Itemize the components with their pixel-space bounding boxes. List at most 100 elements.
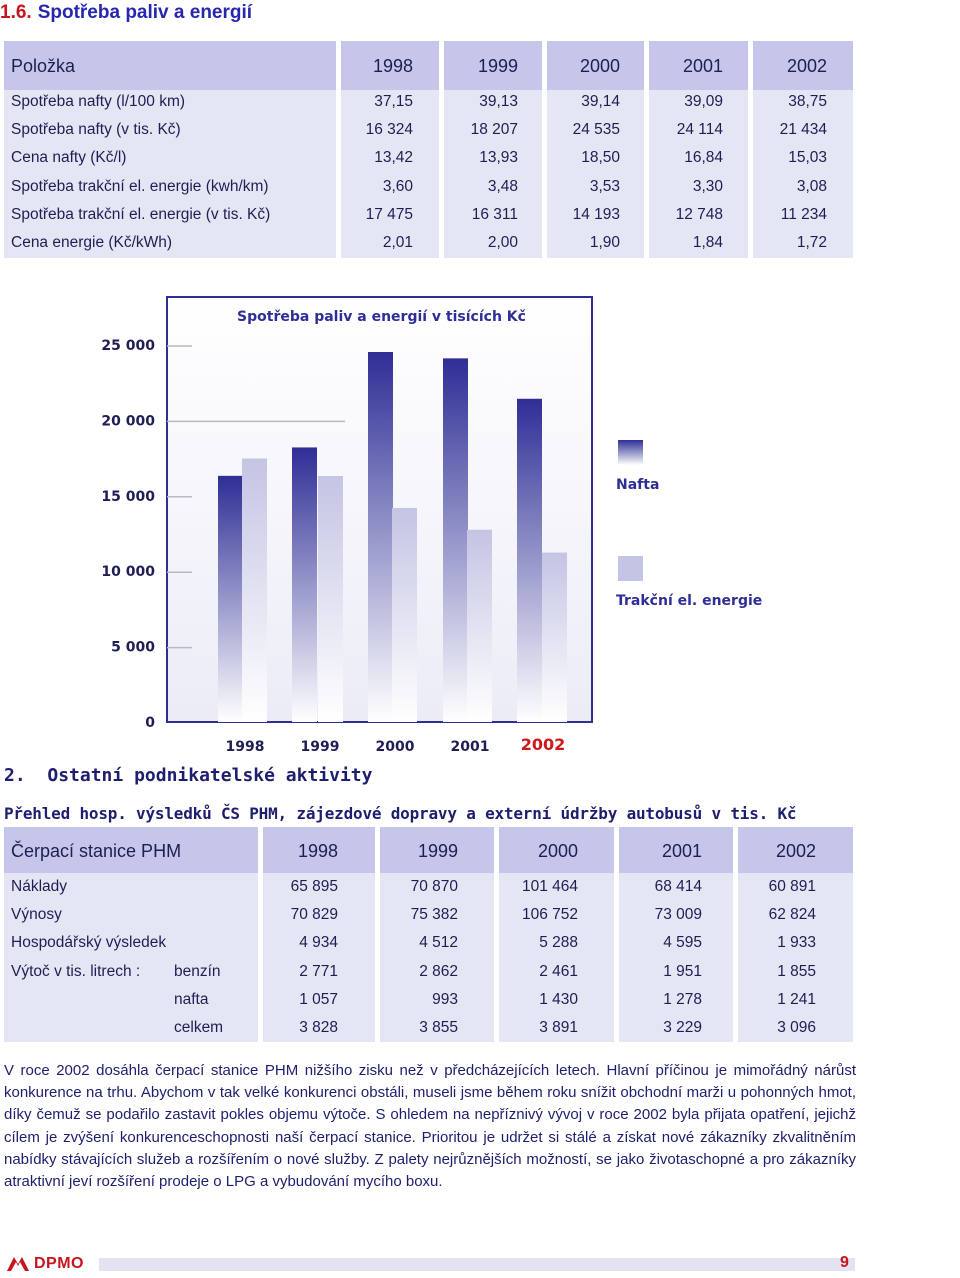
table1-column-divider — [644, 41, 649, 258]
table2-row-label: Výnosy — [11, 906, 62, 924]
table1-cell: 3,48 — [487, 177, 518, 195]
bar-trakcni-energie — [392, 507, 417, 722]
y-tick-label: 5 000 — [111, 640, 155, 656]
y-tick-label: 15 000 — [101, 489, 155, 505]
table2-cell: 3 096 — [777, 1019, 816, 1036]
table1-header-year: 2000 — [579, 56, 620, 76]
table1-cell: 39,09 — [684, 93, 723, 110]
table1-cell: 39,14 — [581, 93, 620, 110]
table1-row-label: Cena nafty (Kč/l) — [11, 149, 127, 167]
y-tick-label: 0 — [145, 715, 155, 731]
table1-cell: 38,75 — [788, 93, 827, 110]
table1-cell: 39,13 — [479, 93, 518, 110]
x-tick-label: 2000 — [376, 739, 415, 755]
table2-cell: 62 824 — [768, 906, 816, 924]
table2-header-year: 2000 — [537, 841, 578, 861]
table2-cell: 70 829 — [290, 906, 338, 924]
table2-row-label: Náklady — [11, 878, 67, 895]
legend-label-trakcni: Trakční el. energie — [616, 593, 762, 609]
table2-column-divider — [733, 827, 738, 1042]
table1-cell: 14 193 — [572, 205, 620, 223]
table1-cell: 1,90 — [589, 234, 620, 251]
table2-cell: 106 752 — [521, 906, 578, 924]
table2-row-sublabel: benzín — [174, 962, 221, 980]
bar-trakcni-energie — [542, 552, 567, 722]
table2-cell: 2 461 — [539, 962, 578, 980]
table1-cell: 21 434 — [779, 121, 827, 139]
table1-cell: 1,72 — [796, 234, 827, 251]
table1-row-label: Spotřeba nafty (l/100 km) — [11, 93, 186, 110]
table2-cell: 70 870 — [410, 878, 458, 895]
fuel-consumption-table: Položka 1998 1999 2000 2001 2002 Spotřeba naft… — [4, 41, 853, 258]
table2-cell: 3 891 — [539, 1019, 578, 1036]
footer-bar — [99, 1258, 855, 1271]
table2-cell: 1 241 — [777, 990, 816, 1008]
page-number: 9 — [840, 1254, 849, 1271]
table1-column-divider — [748, 41, 753, 258]
table2-row-label: Výtoč v tis. litrech : — [11, 962, 141, 980]
section2-title-text: Ostatní podnikatelské aktivity — [47, 765, 373, 786]
y-tick-label: 20 000 — [101, 413, 155, 429]
table2-column-divider — [375, 827, 380, 1042]
table2-cell: 60 891 — [768, 878, 816, 895]
table2-cell: 75 382 — [410, 906, 458, 924]
table1-header-year: 2002 — [786, 56, 827, 76]
table2-header-year: 1999 — [417, 841, 458, 861]
section-title: 1.6. Spotřeba paliv a energií — [0, 2, 252, 24]
section2-number: 2. — [4, 765, 26, 786]
table1-cell: 3,30 — [692, 177, 723, 195]
table1-cell: 3,08 — [796, 177, 827, 195]
dpmo-logo-icon — [7, 1257, 29, 1271]
table2-header-label: Čerpací stanice PHM — [11, 841, 182, 861]
table1-header-label: Položka — [11, 56, 76, 76]
table1-cell: 16 324 — [365, 121, 413, 139]
table1-cell: 12 748 — [675, 205, 723, 223]
table2-cell: 993 — [432, 990, 458, 1008]
x-tick-label: 2001 — [451, 739, 490, 755]
table2-column-divider — [614, 827, 619, 1042]
table1-cell: 24 114 — [676, 121, 723, 139]
table1-cell: 13,93 — [479, 149, 518, 167]
chart-title: Spotřeba paliv a energií v tisících Kč — [237, 309, 526, 325]
table1-cell: 18,50 — [581, 149, 620, 167]
table1-cell: 2,01 — [382, 234, 413, 251]
table1-cell: 11 234 — [780, 205, 827, 223]
paragraph-text: V roce 2002 dosáhla čerpací stanice PHM … — [4, 1062, 856, 1191]
table1-cell: 17 475 — [365, 205, 413, 223]
table1-cell: 37,15 — [374, 93, 413, 110]
table2-cell: 3 229 — [663, 1019, 702, 1036]
table2-cell: 1 057 — [299, 990, 338, 1008]
table1-cell: 3,53 — [589, 177, 620, 195]
table1-cell: 2,00 — [487, 234, 518, 251]
table1-row-label: Spotřeba trakční el. energie (v tis. Kč) — [11, 205, 271, 223]
table1-column-divider — [439, 41, 444, 258]
table1-cell: 24 535 — [572, 121, 620, 139]
table2-header-year: 2001 — [661, 841, 702, 861]
bar-trakcni-energie — [242, 458, 267, 722]
fuel-energy-chart: Spotřeba paliv a energií v tisících Kč 25… — [101, 296, 762, 755]
bar-nafta — [443, 358, 468, 722]
table2-cell: 2 771 — [299, 962, 338, 980]
table2-column-divider — [494, 827, 499, 1042]
table1-header-year: 1998 — [372, 56, 413, 76]
bar-trakcni-energie — [318, 476, 343, 722]
bar-nafta — [517, 398, 542, 722]
table1-header — [4, 41, 853, 90]
section2-title: 2. Ostatní podnikatelské aktivity — [4, 765, 372, 786]
table2-cell: 3 855 — [419, 1019, 458, 1036]
table1-cell: 15,03 — [788, 149, 827, 167]
y-tick-label: 25 000 — [101, 338, 155, 354]
table2-row-sublabel: nafta — [174, 990, 209, 1008]
dpmo-logo: DPMO — [5, 1255, 84, 1278]
table1-row-label: Spotřeba trakční el. energie (kwh/km) — [11, 177, 269, 195]
table2-cell: 3 828 — [299, 1019, 338, 1036]
table1-cell: 3,60 — [382, 177, 413, 195]
table2-cell: 1 430 — [539, 990, 578, 1008]
table2-header — [4, 827, 853, 873]
table2-cell: 5 288 — [539, 934, 578, 952]
table2-cell: 73 009 — [654, 906, 702, 924]
table2-header-year: 1998 — [297, 841, 338, 861]
table2-cell: 2 862 — [419, 962, 458, 980]
table2-cell: 68 414 — [654, 878, 702, 895]
table1-row-label: Spotřeba nafty (v tis. Kč) — [11, 121, 181, 139]
